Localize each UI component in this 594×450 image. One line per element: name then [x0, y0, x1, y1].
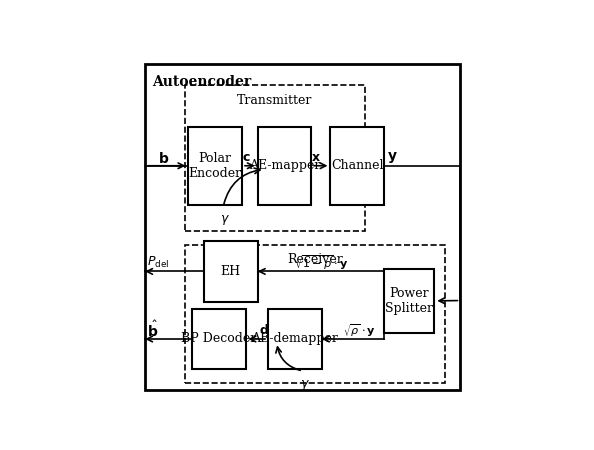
Bar [258, 127, 311, 205]
Text: $\mathbf{y}$: $\mathbf{y}$ [387, 149, 398, 165]
Text: AE-demapper: AE-demapper [251, 333, 339, 346]
Bar [188, 127, 242, 205]
Bar [192, 309, 245, 369]
Text: $P_{\rm del}$: $P_{\rm del}$ [147, 255, 169, 270]
Text: EH: EH [221, 265, 241, 278]
Bar [268, 309, 322, 369]
Text: $\hat{\mathbf{b}}$: $\hat{\mathbf{b}}$ [147, 320, 158, 341]
Text: $\mathbf{c}$: $\mathbf{c}$ [242, 151, 251, 164]
Text: $\gamma$: $\gamma$ [220, 213, 230, 227]
Text: $\mathbf{x}$: $\mathbf{x}$ [311, 151, 320, 164]
Bar [384, 269, 434, 333]
Text: Channel: Channel [331, 159, 384, 172]
Text: $\gamma$: $\gamma$ [300, 378, 309, 392]
Text: Power
Splitter: Power Splitter [386, 287, 433, 315]
Text: $\mathbf{b}$: $\mathbf{b}$ [159, 151, 170, 166]
Text: $\sqrt{1-\rho}\cdot\mathbf{y}$: $\sqrt{1-\rho}\cdot\mathbf{y}$ [293, 253, 348, 272]
Text: Autoencoder: Autoencoder [152, 75, 251, 89]
Text: Polar
Encoder: Polar Encoder [189, 152, 242, 180]
Text: Transmitter: Transmitter [237, 94, 312, 107]
Text: AE-mapper: AE-mapper [249, 159, 320, 172]
Bar [185, 245, 445, 383]
Bar [204, 241, 258, 302]
Bar [330, 127, 384, 205]
Text: BP Decoder: BP Decoder [181, 333, 256, 346]
Text: $\sqrt{\rho}\cdot\mathbf{y}$: $\sqrt{\rho}\cdot\mathbf{y}$ [343, 322, 376, 339]
Bar [185, 85, 365, 231]
Text: Receiver: Receiver [287, 253, 343, 266]
Text: $\mathbf{d}$: $\mathbf{d}$ [259, 324, 269, 338]
